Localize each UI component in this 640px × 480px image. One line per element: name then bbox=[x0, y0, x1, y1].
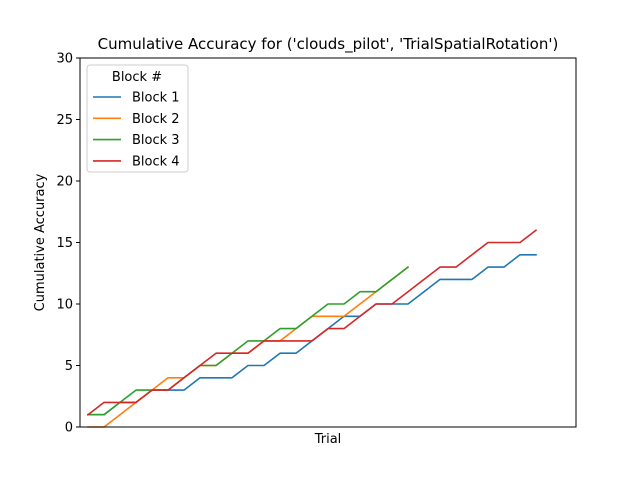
legend: Block # Block 1 Block 2 Block 3 Block 4 bbox=[86, 64, 189, 173]
y-tick-label: 15 bbox=[56, 236, 73, 251]
x-axis-label: Trial bbox=[314, 432, 342, 447]
series-line-block-3 bbox=[87, 265, 410, 416]
legend-title: Block # bbox=[112, 70, 162, 85]
y-tick-label: 25 bbox=[56, 113, 73, 128]
legend-label: Block 4 bbox=[132, 154, 180, 169]
chart-title: Cumulative Accuracy for ('clouds_pilot',… bbox=[98, 35, 559, 54]
legend-box bbox=[86, 64, 189, 173]
legend-label: Block 2 bbox=[132, 112, 180, 127]
y-tick-label: 20 bbox=[56, 175, 73, 190]
series-line-block-4 bbox=[86, 229, 538, 416]
y-tick-label: 10 bbox=[56, 298, 73, 313]
y-tick-label: 0 bbox=[65, 421, 73, 436]
y-axis: 0 5 10 15 20 25 30 bbox=[56, 52, 80, 436]
legend-label: Block 3 bbox=[132, 133, 180, 148]
y-axis-label: Cumulative Accuracy bbox=[33, 173, 48, 311]
y-tick-label: 30 bbox=[56, 52, 73, 67]
y-tick-label: 5 bbox=[65, 359, 73, 374]
series-lines bbox=[86, 229, 538, 428]
legend-items: Block 1 Block 2 Block 3 Block 4 bbox=[93, 91, 180, 169]
legend-label: Block 1 bbox=[132, 91, 180, 106]
